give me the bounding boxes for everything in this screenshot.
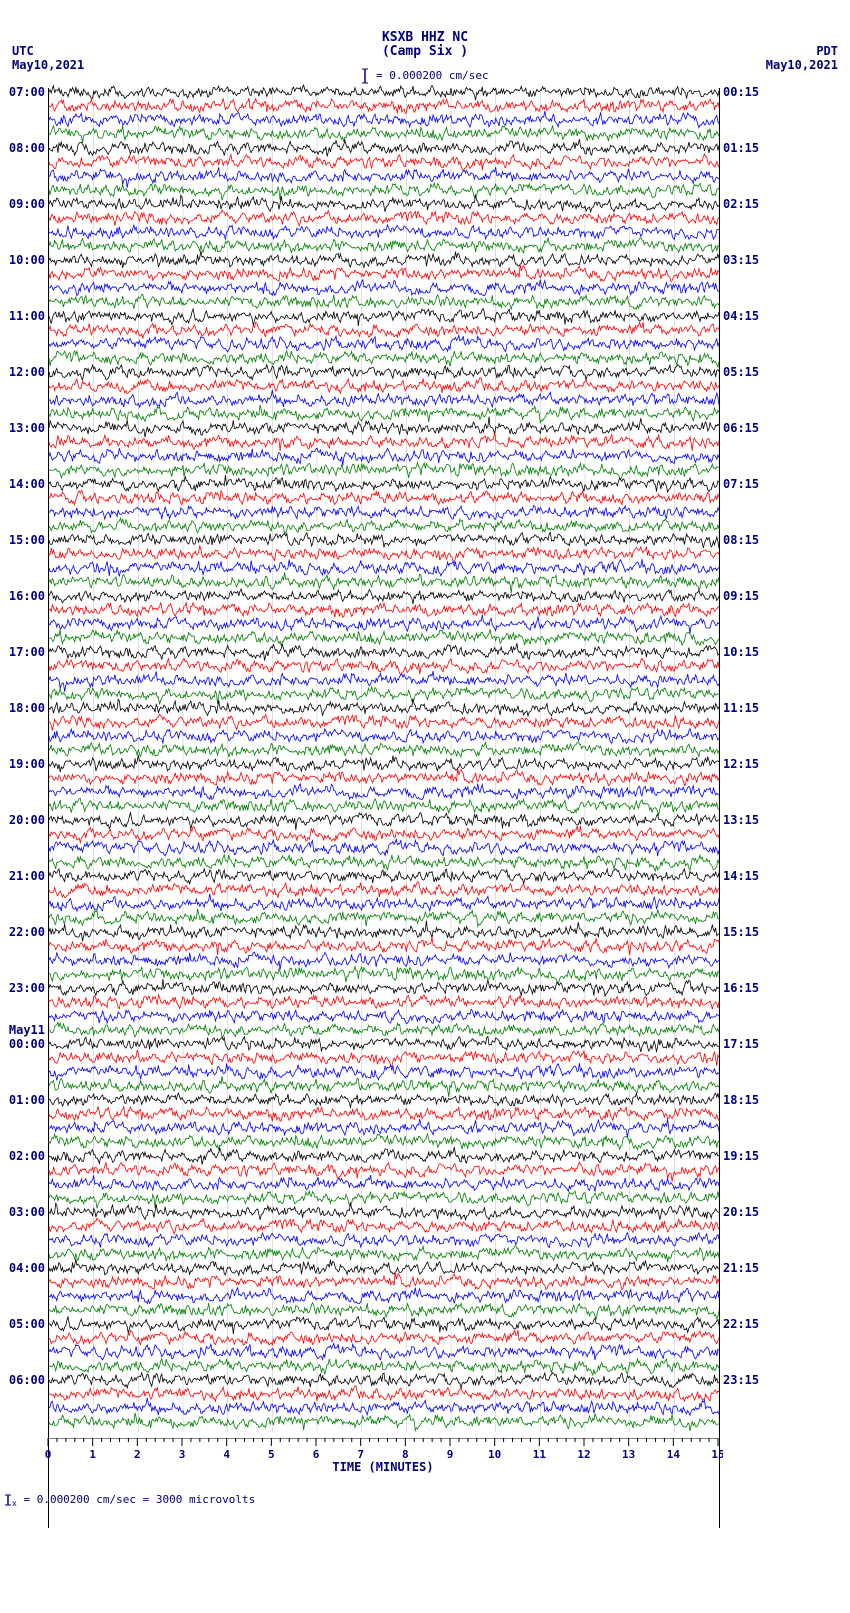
utc-time-label: 04:00 bbox=[9, 1261, 45, 1275]
pdt-time-label: 14:15 bbox=[723, 869, 759, 883]
footer-scale-bar-icon bbox=[4, 1494, 12, 1506]
x-axis: 0123456789101112131415TIME (MINUTES) bbox=[48, 1438, 718, 1478]
footer-scale-text: = 0.000200 cm/sec = 3000 microvolts bbox=[17, 1493, 255, 1506]
pdt-time-label: 23:15 bbox=[723, 1373, 759, 1387]
pdt-time-label: 17:15 bbox=[723, 1037, 759, 1051]
pdt-time-label: 21:15 bbox=[723, 1261, 759, 1275]
pdt-time-label: 05:15 bbox=[723, 365, 759, 379]
utc-time-label: 10:00 bbox=[9, 253, 45, 267]
pdt-time-label: 09:15 bbox=[723, 589, 759, 603]
utc-time-label: 12:00 bbox=[9, 365, 45, 379]
utc-time-label: 05:00 bbox=[9, 1317, 45, 1331]
right-tz-label: PDT bbox=[816, 44, 838, 58]
pdt-time-label: 04:15 bbox=[723, 309, 759, 323]
pdt-time-label: 00:15 bbox=[723, 85, 759, 99]
pdt-time-label: 22:15 bbox=[723, 1317, 759, 1331]
utc-time-label: 15:00 bbox=[9, 533, 45, 547]
pdt-time-label: 20:15 bbox=[723, 1205, 759, 1219]
pdt-time-label: 12:15 bbox=[723, 757, 759, 771]
utc-time-label: 23:00 bbox=[9, 981, 45, 995]
pdt-time-label: 07:15 bbox=[723, 477, 759, 491]
helicorder-container: KSXB HHZ NC (Camp Six ) UTC May10,2021 P… bbox=[0, 0, 850, 1613]
pdt-time-label: 10:15 bbox=[723, 645, 759, 659]
utc-time-label: 13:00 bbox=[9, 421, 45, 435]
pdt-time-label: 15:15 bbox=[723, 925, 759, 939]
utc-time-label: 20:00 bbox=[9, 813, 45, 827]
x-axis-label: TIME (MINUTES) bbox=[48, 1460, 718, 1474]
utc-time-label: 18:00 bbox=[9, 701, 45, 715]
utc-time-label: 02:00 bbox=[9, 1149, 45, 1163]
utc-time-label: 07:00 bbox=[9, 85, 45, 99]
footer-scale: x = 0.000200 cm/sec = 3000 microvolts bbox=[4, 1493, 255, 1508]
utc-time-label: 16:00 bbox=[9, 589, 45, 603]
pdt-time-label: 01:15 bbox=[723, 141, 759, 155]
utc-time-label: 14:00 bbox=[9, 477, 45, 491]
utc-time-label: 19:00 bbox=[9, 757, 45, 771]
utc-time-label: 17:00 bbox=[9, 645, 45, 659]
utc-time-label: 22:00 bbox=[9, 925, 45, 939]
date-change-label: May11 bbox=[9, 1023, 45, 1037]
location-subtitle: (Camp Six ) bbox=[0, 44, 850, 59]
pdt-time-label: 08:15 bbox=[723, 533, 759, 547]
helicorder-plot: 07:0000:1508:0001:1509:0002:1510:0003:15… bbox=[48, 88, 720, 1528]
pdt-time-label: 02:15 bbox=[723, 197, 759, 211]
utc-time-label: 03:00 bbox=[9, 1205, 45, 1219]
utc-time-label: 00:00 bbox=[9, 1037, 45, 1051]
utc-time-label: 01:00 bbox=[9, 1093, 45, 1107]
pdt-time-label: 11:15 bbox=[723, 701, 759, 715]
station-title: KSXB HHZ NC bbox=[0, 30, 850, 45]
utc-time-label: 21:00 bbox=[9, 869, 45, 883]
pdt-time-label: 13:15 bbox=[723, 813, 759, 827]
pdt-time-label: 16:15 bbox=[723, 981, 759, 995]
left-tz-label: UTC bbox=[12, 44, 34, 58]
pdt-time-label: 06:15 bbox=[723, 421, 759, 435]
utc-time-label: 11:00 bbox=[9, 309, 45, 323]
pdt-time-label: 19:15 bbox=[723, 1149, 759, 1163]
utc-time-label: 08:00 bbox=[9, 141, 45, 155]
seismic-trace bbox=[49, 1410, 719, 1434]
utc-time-label: 06:00 bbox=[9, 1373, 45, 1387]
pdt-time-label: 18:15 bbox=[723, 1093, 759, 1107]
utc-time-label: 09:00 bbox=[9, 197, 45, 211]
pdt-time-label: 03:15 bbox=[723, 253, 759, 267]
